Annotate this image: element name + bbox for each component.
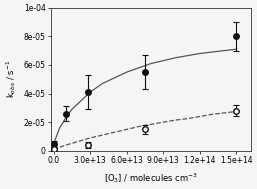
Y-axis label: k$_{obs}$ / s$^{-1}$: k$_{obs}$ / s$^{-1}$: [4, 60, 18, 98]
X-axis label: [O$_3$] / molecules cm$^{-3}$: [O$_3$] / molecules cm$^{-3}$: [104, 171, 198, 185]
